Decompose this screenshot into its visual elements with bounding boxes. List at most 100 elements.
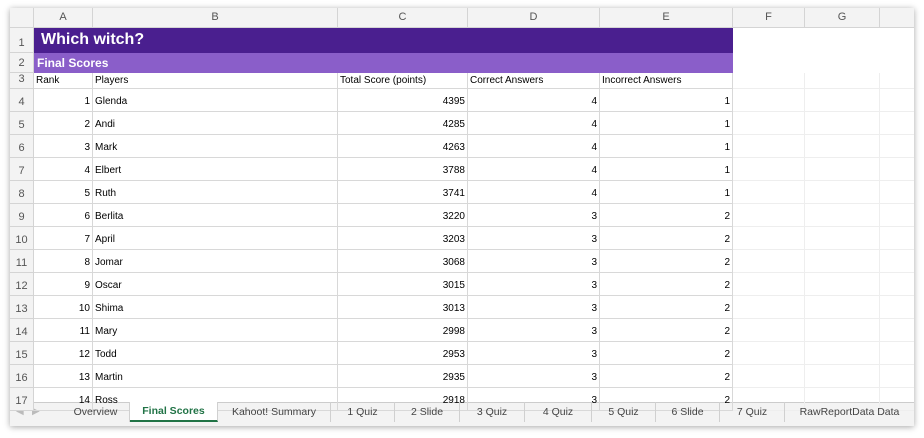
empty-cell — [880, 273, 914, 296]
table-cell: 2935 — [338, 365, 468, 388]
table-cell: Andi — [93, 112, 338, 135]
sheet-tab[interactable]: Overview — [62, 402, 130, 422]
sheet-tab[interactable]: 4 Quiz — [525, 402, 592, 422]
table-cell: 2 — [600, 365, 733, 388]
empty-cell — [805, 181, 880, 204]
table-cell: 3 — [468, 204, 600, 227]
header-cell: Total Score (points) — [338, 73, 468, 89]
empty-cell — [805, 158, 880, 181]
table-cell: 4 — [468, 112, 600, 135]
column-header: B — [93, 8, 338, 28]
table-cell: Ruth — [93, 181, 338, 204]
table-cell: 4263 — [338, 135, 468, 158]
table-cell: 4 — [34, 158, 93, 181]
row-header: 15 — [10, 342, 34, 365]
empty-cell — [805, 365, 880, 388]
empty-cell — [805, 296, 880, 319]
sheet-tab[interactable]: Kahoot! Summary — [218, 402, 331, 422]
column-header: C — [338, 8, 468, 28]
empty-cell — [733, 204, 805, 227]
table-cell: 3068 — [338, 250, 468, 273]
table-cell: 3 — [468, 342, 600, 365]
empty-cell — [805, 204, 880, 227]
header-cell: Correct Answers — [468, 73, 600, 89]
empty-cell — [880, 73, 914, 89]
table-cell: 2 — [600, 388, 733, 411]
empty-cell — [733, 112, 805, 135]
row-header: 12 — [10, 273, 34, 296]
table-cell: 3 — [468, 388, 600, 411]
table-cell: 4395 — [338, 89, 468, 112]
table-cell: 10 — [34, 296, 93, 319]
spreadsheet-window: ◀ ▶ ABCDEFGH1234567891011121314151617Whi… — [10, 8, 914, 426]
table-cell: 3788 — [338, 158, 468, 181]
table-cell: 3203 — [338, 227, 468, 250]
sheet-tab[interactable]: 7 Quiz — [720, 402, 785, 422]
sheet-tab[interactable]: 3 Quiz — [460, 402, 525, 422]
table-cell: 1 — [600, 158, 733, 181]
sheet-tab[interactable]: 2 Slide — [395, 402, 460, 422]
empty-cell — [880, 365, 914, 388]
empty-cell — [733, 388, 805, 411]
table-cell: 3741 — [338, 181, 468, 204]
row-header: 8 — [10, 181, 34, 204]
sheet-tab[interactable]: 1 Quiz — [331, 402, 395, 422]
row-header: 14 — [10, 319, 34, 342]
row-header: 9 — [10, 204, 34, 227]
table-cell: 3220 — [338, 204, 468, 227]
table-cell: 3 — [468, 227, 600, 250]
table-cell: 2 — [600, 319, 733, 342]
table-cell: 5 — [34, 181, 93, 204]
table-cell: 3 — [468, 250, 600, 273]
empty-cell — [805, 73, 880, 89]
column-header: G — [805, 8, 880, 28]
empty-cell — [733, 158, 805, 181]
table-cell: Oscar — [93, 273, 338, 296]
row-header: 10 — [10, 227, 34, 250]
row-header: 3 — [10, 73, 34, 89]
empty-cell — [805, 388, 880, 411]
empty-cell — [880, 112, 914, 135]
column-header: F — [733, 8, 805, 28]
row-header: 6 — [10, 135, 34, 158]
table-cell: Elbert — [93, 158, 338, 181]
table-cell: 7 — [34, 227, 93, 250]
table-cell: 2 — [34, 112, 93, 135]
empty-cell — [805, 89, 880, 112]
column-header: D — [468, 8, 600, 28]
row-header: 7 — [10, 158, 34, 181]
table-cell: 1 — [600, 135, 733, 158]
empty-cell — [733, 342, 805, 365]
table-cell: 3015 — [338, 273, 468, 296]
table-cell: 2953 — [338, 342, 468, 365]
table-cell: 2998 — [338, 319, 468, 342]
row-header: 4 — [10, 89, 34, 112]
sheet-tab[interactable]: Final Scores — [130, 402, 218, 422]
empty-cell — [733, 296, 805, 319]
row-header: 5 — [10, 112, 34, 135]
sheet-tab[interactable]: 6 Slide — [656, 402, 720, 422]
table-cell: 13 — [34, 365, 93, 388]
empty-cell — [805, 227, 880, 250]
empty-cell — [880, 296, 914, 319]
column-header: A — [34, 8, 93, 28]
sheet-tab[interactable]: 5 Quiz — [592, 402, 656, 422]
header-cell: Rank — [34, 73, 93, 89]
empty-cell — [880, 89, 914, 112]
table-cell: 3013 — [338, 296, 468, 319]
sheet-tab[interactable]: RawReportData Data — [785, 402, 914, 422]
table-cell: 2 — [600, 273, 733, 296]
empty-cell — [805, 342, 880, 365]
table-cell: 2 — [600, 342, 733, 365]
table-cell: April — [93, 227, 338, 250]
empty-cell — [880, 227, 914, 250]
tab-scroll-arrows[interactable]: ◀ ▶ — [16, 406, 40, 417]
table-cell: 1 — [34, 89, 93, 112]
row-header: 13 — [10, 296, 34, 319]
row-header: 1 — [10, 28, 34, 53]
empty-cell — [880, 204, 914, 227]
column-header: E — [600, 8, 733, 28]
empty-cell — [880, 319, 914, 342]
empty-cell — [805, 273, 880, 296]
empty-cell — [880, 342, 914, 365]
